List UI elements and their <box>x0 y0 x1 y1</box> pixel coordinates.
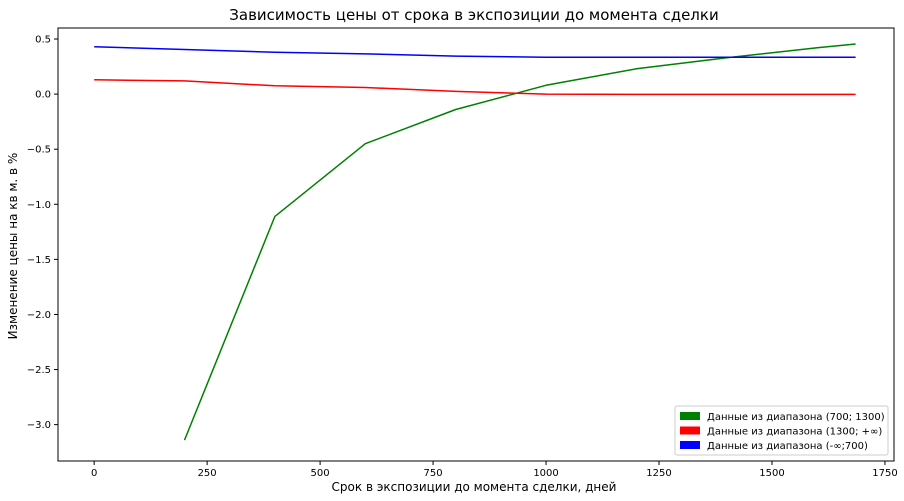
y-axis-title: Изменение цены на кв м. в % <box>6 153 20 340</box>
series-line-minf-700 <box>94 45 856 58</box>
chart-title: Зависимость цены от срока в экспозиции д… <box>229 6 718 24</box>
y-tick-label: −0.5 <box>27 145 51 156</box>
y-tick-label: 0.5 <box>35 35 51 46</box>
x-tick-label: 1000 <box>533 468 558 479</box>
series-layer <box>94 43 856 441</box>
legend-entry: Данные из диапазона (1300; +∞) <box>707 427 882 438</box>
x-tick-label: 250 <box>198 468 217 479</box>
y-tick-label: −1.0 <box>27 200 51 211</box>
series-line-1300-inf <box>94 79 856 96</box>
y-tick-label: −1.5 <box>27 255 51 266</box>
x-tick-label: 1750 <box>872 468 897 479</box>
legend-swatch <box>680 412 700 420</box>
x-tick-label: 500 <box>311 468 330 479</box>
legend-swatch <box>680 426 700 435</box>
x-tick-label: 1250 <box>646 468 671 479</box>
y-tick-label: −3.0 <box>27 420 51 431</box>
legend: Данные из диапазона (700; 1300) Данные из… <box>674 405 889 456</box>
legend-swatch <box>680 441 700 449</box>
y-tick-label: −2.5 <box>27 365 51 376</box>
legend-entry: Данные из диапазона (-∞;700) <box>707 441 868 452</box>
plot-frame <box>57 27 895 462</box>
x-tick-label: 750 <box>424 468 443 479</box>
y-tick-label: −2.0 <box>27 310 51 321</box>
x-tick-label: 1500 <box>759 468 784 479</box>
x-tick-label: 0 <box>91 468 97 479</box>
y-axis: 0.5 0.0 −0.5 −1.0 −1.5 −2.0 −2.5 −3.0 <box>27 35 58 431</box>
series-line-700-1300 <box>183 43 856 441</box>
y-tick-label: 0.0 <box>35 90 51 101</box>
legend-entry: Данные из диапазона (700; 1300) <box>707 412 885 423</box>
x-axis: 0 250 500 750 1000 1250 1500 1750 <box>91 461 898 479</box>
legend-box <box>674 405 889 456</box>
x-axis-title: Срок в экспозиции до момента сделки, дне… <box>332 480 617 494</box>
